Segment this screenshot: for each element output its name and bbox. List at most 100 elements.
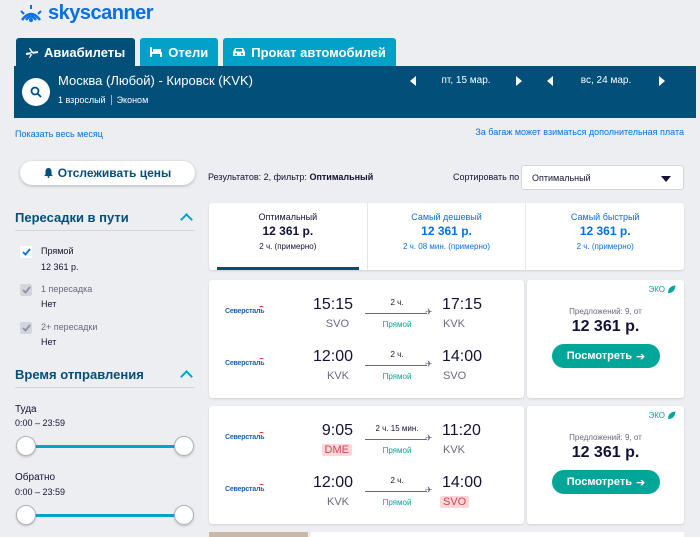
passengers-text: 1 взрослый xyxy=(58,95,106,105)
summary-price: 12 361 р. xyxy=(262,224,314,238)
tab-label: Прокат автомобилей xyxy=(251,44,386,60)
return-date[interactable]: вс, 24 мар. xyxy=(580,75,632,86)
flight-result-card[interactable]: Северсталь 15:15 SVO 2 ч. ✈ Прямой 17:15… xyxy=(209,280,684,398)
sort-select[interactable]: Оптимальный xyxy=(521,165,684,190)
view-deal-label: Посмотреть xyxy=(566,350,633,362)
skyscanner-logo[interactable]: skyscanner xyxy=(18,2,154,24)
leaf-icon xyxy=(668,411,676,419)
summary-price: 12 361 р. xyxy=(579,224,631,238)
return-leg: Северсталь 12:00 KVK 2 ч. ✈ Прямой 14:00… xyxy=(209,344,524,384)
track-prices-label: Отслеживать цены xyxy=(57,166,172,180)
price: 12 361 р. xyxy=(571,444,640,461)
next-depart-date-icon[interactable] xyxy=(516,75,522,86)
stops-one-price: Нет xyxy=(41,299,57,309)
flight-duration: 2 ч. xyxy=(390,298,404,307)
summary-title: Самый дешевый xyxy=(411,212,482,222)
bell-icon xyxy=(43,168,53,178)
view-deal-button[interactable]: Посмотреть ➔ xyxy=(552,470,660,494)
arrival-airport: KVK xyxy=(443,444,466,456)
plane-icon: ✈ xyxy=(425,307,433,317)
plane-icon: ✈ xyxy=(425,485,433,495)
itinerary-panel[interactable]: Северсталь 9:05 DME 2 ч. 15 мин. ✈ Прямо… xyxy=(209,406,524,524)
stops-info: Прямой xyxy=(382,320,412,329)
departure-airport: KVK xyxy=(326,370,349,382)
summary-tab-cheapest[interactable]: Самый дешевый 12 361 р. 2 ч. 08 мин. (пр… xyxy=(366,203,526,270)
departure-airport: SVO xyxy=(325,318,349,330)
arrival-time: 11:20 xyxy=(442,422,481,439)
price: 12 361 р. xyxy=(571,318,640,335)
results-count-text: Результатов: 2, фильтр: xyxy=(208,172,307,182)
stops-two-plus-label: 2+ пересадки xyxy=(41,322,98,332)
arrival-time: 14:00 xyxy=(442,474,483,491)
offers-count: Предложений: 9, от xyxy=(569,307,642,316)
summary-tab-fastest[interactable]: Самый быстрый 12 361 р. 2 ч. (примерно) xyxy=(525,203,684,270)
view-deal-button[interactable]: Посмотреть ➔ xyxy=(552,344,660,368)
stops-info: Прямой xyxy=(382,498,412,507)
track-prices-button[interactable]: Отслеживать цены xyxy=(20,161,195,185)
active-tab-indicator xyxy=(217,267,359,270)
tab-flights[interactable]: Авиабилеты xyxy=(16,38,136,66)
departure-time: 12:00 xyxy=(312,474,353,491)
show-month-link[interactable]: Показать весь месяц xyxy=(15,129,103,139)
return-time-slider[interactable] xyxy=(26,514,184,517)
flight-duration: 2 ч. xyxy=(390,350,404,359)
outbound-time-slider[interactable] xyxy=(26,445,184,448)
eco-badge: ЭКО xyxy=(648,411,676,420)
arrival-time: 17:15 xyxy=(442,296,483,313)
outbound-label: Туда xyxy=(15,404,37,415)
eco-label: ЭКО xyxy=(648,285,665,294)
stops-direct-price: 12 361 р. xyxy=(41,262,79,272)
stops-two-plus-checkbox[interactable] xyxy=(20,322,32,334)
arrival-airport: SVO xyxy=(443,370,467,382)
stops-filter-title[interactable]: Пересадки в пути xyxy=(15,210,129,225)
route-line xyxy=(365,313,427,314)
sort-label: Сортировать по xyxy=(453,172,520,182)
skyscanner-sun-icon xyxy=(20,5,42,22)
tab-car-hire[interactable]: Прокат автомобилей xyxy=(223,38,396,66)
depart-date[interactable]: пт, 15 мар. xyxy=(441,75,491,86)
airline-logo: Северсталь xyxy=(225,486,265,493)
outbound-slider-start-handle[interactable] xyxy=(16,436,36,456)
outbound-slider-end-handle[interactable] xyxy=(174,436,194,456)
return-slider-start-handle[interactable] xyxy=(16,505,36,525)
divider xyxy=(110,95,112,105)
results-filter-name: Оптимальный xyxy=(309,172,374,182)
return-range: 0:00 – 23:59 xyxy=(15,487,66,497)
return-slider-end-handle[interactable] xyxy=(174,505,194,525)
prev-depart-date-icon[interactable] xyxy=(410,75,416,86)
departure-time-filter-title[interactable]: Время отправления xyxy=(15,367,144,382)
divider xyxy=(15,230,195,231)
airline-logo: Северсталь xyxy=(225,360,265,367)
arrival-airport: KVK xyxy=(443,318,466,330)
tab-label: Авиабилеты xyxy=(44,44,126,60)
prev-return-date-icon[interactable] xyxy=(547,75,553,86)
flight-result-card[interactable]: Северсталь 9:05 DME 2 ч. 15 мин. ✈ Прямо… xyxy=(209,406,684,524)
passenger-info: 1 взрослый Эконом xyxy=(58,95,148,105)
summary-title: Оптимальный xyxy=(258,212,318,222)
stops-direct-checkbox[interactable] xyxy=(20,246,32,258)
collapse-departure-time-icon[interactable] xyxy=(180,370,193,383)
airline-mark-icon xyxy=(259,306,264,309)
airline-logo: Северсталь xyxy=(225,434,265,441)
stops-one-checkbox[interactable] xyxy=(20,284,32,296)
route-line xyxy=(365,439,427,440)
outbound-leg: Северсталь 15:15 SVO 2 ч. ✈ Прямой 17:15… xyxy=(209,292,524,332)
advert-image xyxy=(209,532,308,537)
outbound-leg: Северсталь 9:05 DME 2 ч. 15 мин. ✈ Прямо… xyxy=(209,418,524,458)
divider xyxy=(15,387,195,388)
itinerary-panel[interactable]: Северсталь 15:15 SVO 2 ч. ✈ Прямой 17:15… xyxy=(209,280,524,398)
tab-hotels[interactable]: Отели xyxy=(140,38,219,66)
summary-tab-best[interactable]: Оптимальный 12 361 р. 2 ч. (примерно) xyxy=(209,203,367,270)
route-line xyxy=(365,365,427,366)
collapse-stops-icon[interactable] xyxy=(180,213,193,226)
return-label: Обратно xyxy=(15,472,56,483)
search-summary-bar[interactable]: Москва (Любой) - Кировск (KVK) 1 взрослы… xyxy=(14,66,696,118)
car-icon xyxy=(233,48,246,56)
edit-search-button[interactable] xyxy=(22,78,50,106)
chevron-down-icon xyxy=(661,176,671,182)
price-panel: ЭКО Предложений: 9, от 12 361 р. Посмотр… xyxy=(527,280,684,398)
offers-count: Предложений: 9, от xyxy=(569,433,642,442)
next-return-date-icon[interactable] xyxy=(659,75,665,86)
departure-airport: KVK xyxy=(326,496,349,508)
baggage-notice-link[interactable]: За багаж может взиматься дополнительная … xyxy=(475,127,684,137)
